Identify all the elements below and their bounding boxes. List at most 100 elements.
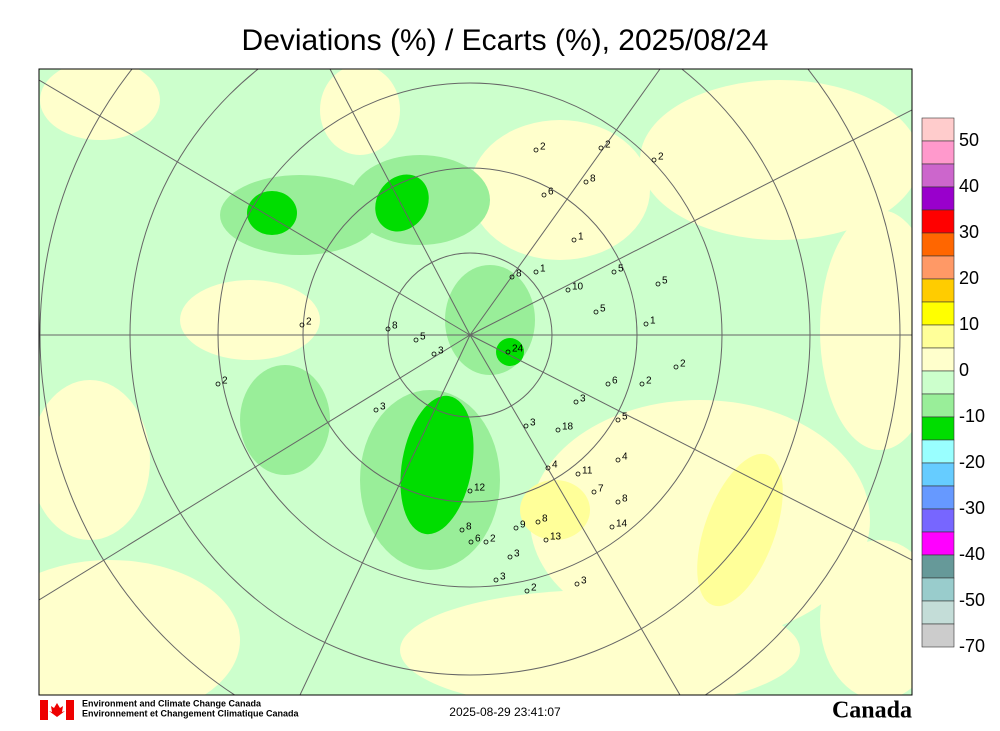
station-value: 4: [552, 460, 558, 471]
station-dot: [459, 527, 465, 533]
station-dot: [574, 581, 580, 587]
legend-label: 40: [959, 176, 979, 196]
station-value: 24: [512, 344, 524, 355]
legend-label: 0: [959, 360, 969, 380]
station-value: 2: [646, 376, 652, 387]
legend-swatch: [921, 186, 955, 211]
station-value: 2: [605, 140, 611, 151]
station-dot: [505, 349, 511, 355]
station-value: 5: [420, 332, 426, 343]
station-dot: [431, 351, 437, 357]
station-value: 3: [514, 549, 520, 560]
legend-swatch: [921, 140, 955, 165]
legend-swatch: [921, 209, 955, 234]
station-value: 1: [578, 232, 584, 243]
station-value: 2: [222, 376, 228, 387]
station-value: 2: [531, 583, 537, 594]
station-dot: [513, 525, 519, 531]
legend-swatch: [921, 393, 955, 418]
station-dot: [468, 539, 474, 545]
station-value: 1: [540, 264, 546, 275]
station-dot: [413, 337, 419, 343]
station-dot: [643, 321, 649, 327]
station-value: 5: [622, 412, 628, 423]
station-dot: [605, 381, 611, 387]
station-dot: [507, 554, 513, 560]
station-value: 2: [540, 142, 546, 153]
station-value: 3: [500, 572, 506, 583]
station-value: 2: [680, 359, 686, 370]
station-dot: [583, 179, 589, 185]
station-dot: [467, 488, 473, 494]
station-dot: [573, 399, 579, 405]
legend-swatch: [921, 232, 955, 257]
legend-label: -30: [959, 498, 985, 518]
station-value: 8: [622, 494, 628, 505]
station-value: 18: [562, 422, 574, 433]
station-value: 1: [650, 316, 656, 327]
legend: 50 40 30 20 10 0 -10 -20 -30 -40 -50 -70: [921, 117, 985, 656]
station-value: 14: [616, 519, 628, 530]
station-value: 2: [306, 317, 312, 328]
station-dot: [524, 588, 530, 594]
agency-fr: Environnement et Changement Climatique C…: [82, 708, 300, 718]
legend-label: 10: [959, 314, 979, 334]
station-dot: [533, 269, 539, 275]
map-frame: [38, 68, 913, 696]
legend-label: -10: [959, 406, 985, 426]
station-dot: [571, 237, 577, 243]
station-dot: [565, 287, 571, 293]
legend-label: 30: [959, 222, 979, 242]
legend-label: 20: [959, 268, 979, 288]
legend-swatch: [921, 255, 955, 280]
legend-swatch: [921, 278, 955, 303]
legend-swatch: [921, 117, 955, 142]
station-dot: [615, 457, 621, 463]
station-value: 11: [582, 466, 593, 477]
station-dot: [673, 364, 679, 370]
station-value: 10: [572, 282, 584, 293]
station-value: 2: [490, 534, 496, 545]
station-value: 3: [530, 418, 536, 429]
station-value: 8: [590, 174, 596, 185]
legend-swatch: [921, 462, 955, 487]
station-value: 5: [600, 304, 606, 315]
station-value: 9: [520, 520, 526, 531]
title: Deviations (%) / Ecarts (%), 2025/08/24: [242, 24, 769, 57]
station-dot: [555, 427, 561, 433]
station-dot: [639, 381, 645, 387]
legend-swatch: [921, 577, 955, 602]
legend-swatch: [921, 163, 955, 188]
legend-swatch: [921, 508, 955, 533]
station-dot: [545, 465, 551, 471]
station-value: 5: [618, 264, 624, 275]
station-value: 3: [580, 394, 586, 405]
station-value: 13: [550, 532, 562, 543]
station-value: 4: [622, 452, 628, 463]
station-value: 7: [598, 484, 604, 495]
legend-swatch: [921, 347, 955, 372]
station-value: 8: [542, 514, 548, 525]
legend-label: -70: [959, 636, 985, 656]
station-value: 3: [581, 576, 587, 587]
station-dot: [299, 322, 305, 328]
legend-swatch: [921, 600, 955, 625]
footer: Environment and Climate Change Canada En…: [40, 698, 912, 724]
legend-swatch: [921, 485, 955, 510]
station-dot: [483, 539, 489, 545]
station-dot: [593, 309, 599, 315]
station-dot: [591, 489, 597, 495]
station-dot: [615, 499, 621, 505]
station-value: 6: [475, 534, 481, 545]
station-dot: [598, 145, 604, 151]
legend-swatch: [921, 324, 955, 349]
legend-swatch: [921, 439, 955, 464]
station-dot: [611, 269, 617, 275]
station-dot: [385, 326, 391, 332]
station-value: 3: [438, 346, 444, 357]
station-dot: [575, 471, 581, 477]
wordmark: Canada: [832, 698, 912, 724]
station-dot: [543, 537, 549, 543]
